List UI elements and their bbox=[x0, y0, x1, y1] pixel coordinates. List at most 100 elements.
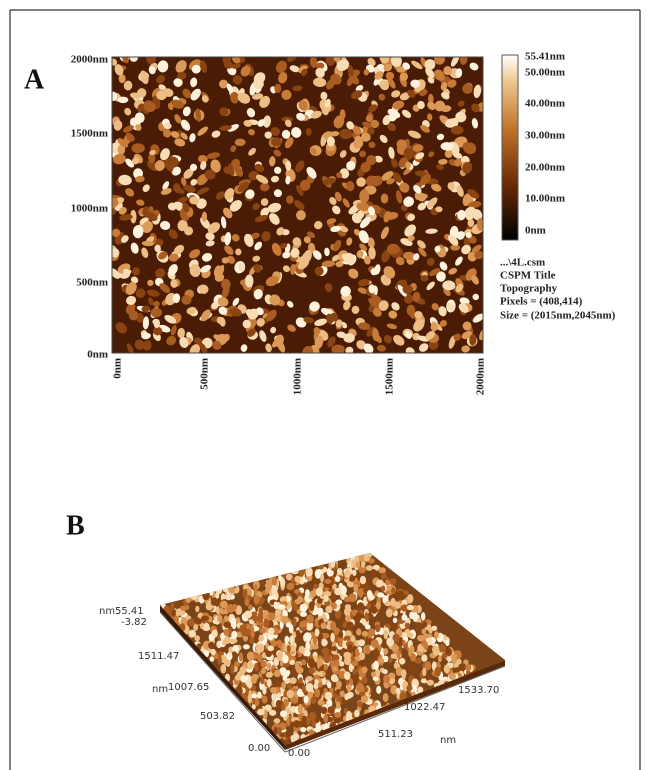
grain bbox=[434, 245, 441, 253]
grain bbox=[266, 662, 272, 670]
grain bbox=[406, 593, 414, 604]
x-tick-label: 1500nm bbox=[384, 358, 396, 395]
grain bbox=[327, 336, 336, 348]
grain bbox=[473, 84, 482, 99]
grain bbox=[285, 573, 293, 581]
grain bbox=[474, 251, 483, 260]
grain bbox=[471, 209, 483, 221]
grain bbox=[261, 231, 271, 242]
grain bbox=[377, 714, 385, 724]
grain bbox=[428, 93, 434, 105]
grain bbox=[342, 198, 350, 208]
grain bbox=[438, 158, 448, 165]
grain bbox=[330, 592, 337, 603]
grain bbox=[399, 92, 411, 101]
surface-side bbox=[160, 605, 285, 750]
grain bbox=[220, 600, 228, 609]
grain bbox=[252, 255, 261, 262]
grain bbox=[336, 680, 342, 689]
grain bbox=[300, 659, 307, 666]
grain bbox=[331, 344, 345, 353]
grain bbox=[142, 206, 149, 217]
grain bbox=[386, 323, 398, 330]
grain bbox=[358, 230, 369, 244]
grain bbox=[117, 138, 129, 148]
grain bbox=[310, 147, 317, 155]
grain bbox=[299, 603, 308, 613]
grain bbox=[182, 88, 192, 99]
z-tick-label: -3.82 bbox=[121, 617, 147, 628]
grain bbox=[350, 635, 356, 643]
grain bbox=[190, 178, 198, 186]
grain bbox=[447, 700, 452, 706]
grain bbox=[424, 59, 436, 70]
y-unit: nm bbox=[152, 684, 168, 695]
grain bbox=[291, 127, 302, 138]
grain bbox=[381, 585, 386, 592]
grain bbox=[259, 95, 271, 108]
grain bbox=[267, 612, 276, 621]
grain bbox=[368, 284, 376, 294]
grain bbox=[273, 726, 279, 735]
grain bbox=[421, 193, 428, 199]
grain bbox=[246, 651, 255, 662]
grain bbox=[260, 660, 268, 668]
grain bbox=[237, 92, 251, 104]
grain bbox=[335, 260, 344, 268]
grain bbox=[388, 672, 396, 679]
grain bbox=[219, 125, 232, 131]
grain bbox=[410, 653, 417, 662]
grain bbox=[289, 635, 295, 645]
grain bbox=[117, 96, 129, 104]
grain bbox=[134, 112, 145, 124]
grain bbox=[224, 188, 235, 200]
grain bbox=[231, 651, 238, 661]
grain bbox=[427, 77, 435, 84]
grain bbox=[412, 144, 424, 152]
grain bbox=[243, 120, 252, 127]
grain bbox=[318, 670, 324, 677]
grain bbox=[180, 132, 188, 140]
grain bbox=[344, 615, 351, 622]
grain bbox=[232, 645, 240, 654]
grain bbox=[191, 64, 201, 74]
grain bbox=[427, 113, 433, 121]
grain bbox=[416, 634, 425, 642]
grain bbox=[331, 254, 340, 262]
grain bbox=[296, 210, 306, 221]
grain bbox=[447, 79, 457, 88]
colorbar bbox=[501, 54, 519, 241]
grain bbox=[305, 650, 311, 657]
grain bbox=[471, 275, 479, 285]
grain bbox=[375, 624, 381, 633]
grain bbox=[278, 604, 286, 610]
grain bbox=[200, 265, 211, 273]
grain bbox=[404, 224, 416, 237]
grain bbox=[323, 713, 329, 724]
grain bbox=[321, 647, 330, 655]
grain bbox=[395, 190, 403, 204]
grain bbox=[425, 228, 438, 234]
grain bbox=[404, 622, 410, 629]
grain bbox=[440, 142, 454, 151]
grain bbox=[186, 306, 197, 315]
grain bbox=[414, 622, 423, 631]
grain bbox=[265, 586, 271, 594]
grain bbox=[350, 90, 363, 100]
grain bbox=[149, 149, 156, 156]
grain bbox=[235, 248, 242, 256]
grain bbox=[355, 612, 362, 622]
grain bbox=[327, 698, 333, 708]
grain bbox=[181, 294, 192, 305]
grain bbox=[273, 718, 281, 724]
grain bbox=[254, 662, 259, 672]
grain bbox=[195, 108, 202, 122]
grain bbox=[314, 266, 324, 276]
grain bbox=[163, 122, 172, 130]
y-tick-label: 500nm bbox=[76, 277, 108, 289]
grain bbox=[434, 666, 441, 677]
grain bbox=[462, 83, 473, 94]
grain bbox=[197, 155, 208, 164]
grain bbox=[170, 99, 184, 109]
